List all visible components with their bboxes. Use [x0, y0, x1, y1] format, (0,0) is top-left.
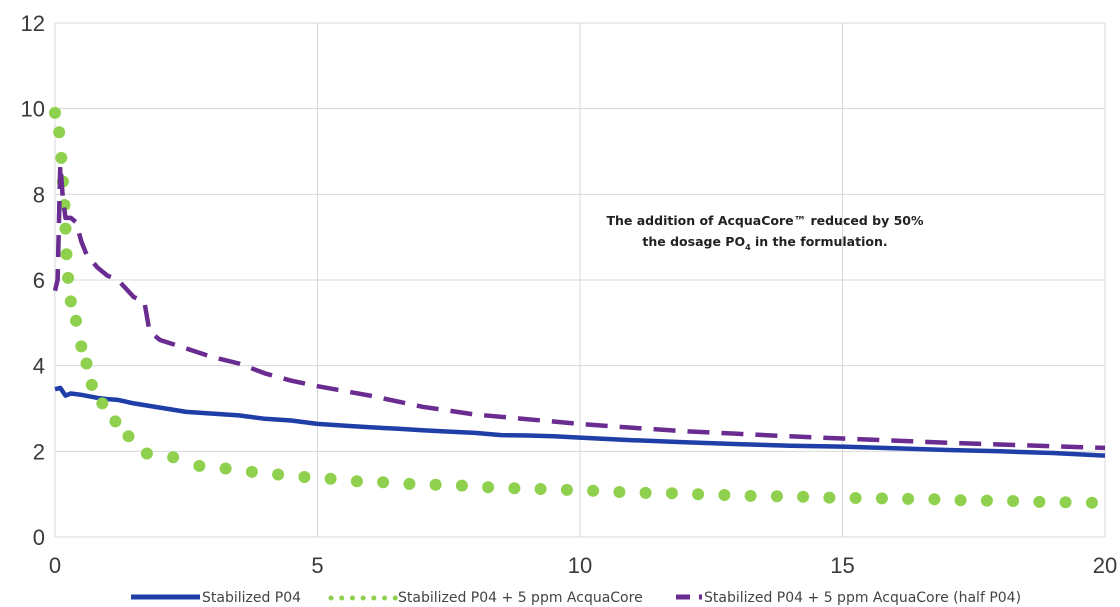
- annotation-line-2-end: in the formulation.: [751, 234, 888, 249]
- y-tick-label-12: 12: [21, 11, 45, 36]
- point-acquacore-17: [167, 451, 180, 464]
- point-acquacore-28: [455, 479, 468, 492]
- series-acquacore: [49, 106, 1098, 509]
- annotation-line-2-subscript: 4: [745, 243, 751, 252]
- point-acquacore-30: [508, 482, 521, 495]
- point-acquacore-49: [1007, 495, 1020, 507]
- point-acquacore-12: [85, 378, 98, 391]
- x-tick-label-0: 0: [49, 553, 61, 578]
- series-layer: [49, 106, 1106, 509]
- annotation: The addition of AcquaCore™ reduced by 50…: [606, 213, 923, 252]
- point-acquacore-50: [1033, 495, 1046, 508]
- point-acquacore-29: [482, 481, 495, 494]
- point-acquacore-51: [1059, 496, 1072, 509]
- point-acquacore-19: [219, 462, 232, 475]
- point-acquacore-42: [823, 491, 836, 504]
- point-acquacore-46: [928, 493, 941, 506]
- point-acquacore-25: [377, 476, 390, 489]
- y-tick-label-0: 0: [33, 525, 45, 550]
- x-axis-ticks: 0 5 10 15 20: [49, 553, 1117, 578]
- point-acquacore-48: [980, 494, 993, 507]
- legend-item-acquacore-half: Stabilized P04 + 5 ppm AcquaCore (half P…: [676, 590, 1021, 606]
- x-tick-label-10: 10: [568, 553, 592, 578]
- point-acquacore-52: [1085, 496, 1098, 509]
- x-tick-label-15: 15: [830, 553, 854, 578]
- point-acquacore-8: [64, 295, 77, 308]
- y-tick-label-4: 4: [33, 354, 45, 379]
- point-acquacore-33: [587, 484, 600, 497]
- legend: Stabilized P04 Stabilized P04 + 5 ppm Ac…: [131, 590, 1021, 606]
- legend-label-acquacore: Stabilized P04 + 5 ppm AcquaCore: [398, 590, 643, 606]
- legend-label-acquacore-half: Stabilized P04 + 5 ppm AcquaCore (half P…: [704, 590, 1021, 606]
- point-acquacore-26: [403, 477, 416, 490]
- annotation-line-1: The addition of AcquaCore™ reduced by 50…: [606, 213, 923, 228]
- point-acquacore-39: [744, 489, 757, 502]
- point-acquacore-41: [797, 490, 810, 503]
- point-acquacore-11: [80, 357, 93, 370]
- point-acquacore-16: [140, 447, 153, 460]
- annotation-line-2-start: the dosage PO: [642, 234, 745, 249]
- point-acquacore-1: [53, 126, 66, 139]
- point-acquacore-13: [96, 397, 109, 410]
- point-acquacore-40: [770, 490, 783, 503]
- point-acquacore-0: [49, 106, 61, 119]
- point-acquacore-2: [55, 151, 68, 164]
- point-acquacore-20: [245, 465, 258, 478]
- y-axis-ticks: 0 2 4 6 8 10 12: [21, 11, 45, 550]
- point-acquacore-32: [560, 483, 573, 496]
- point-acquacore-45: [902, 492, 915, 505]
- point-acquacore-9: [70, 314, 82, 327]
- x-tick-label-20: 20: [1093, 553, 1117, 578]
- point-acquacore-47: [954, 494, 967, 507]
- point-acquacore-24: [350, 475, 363, 488]
- point-acquacore-22: [298, 471, 311, 483]
- point-acquacore-27: [429, 478, 442, 491]
- y-tick-label-6: 6: [33, 268, 45, 293]
- y-tick-label-8: 8: [33, 182, 45, 207]
- y-tick-label-10: 10: [21, 97, 45, 122]
- point-acquacore-44: [875, 492, 888, 505]
- point-acquacore-21: [272, 468, 285, 481]
- gridlines: [54, 22, 1106, 538]
- point-acquacore-43: [849, 492, 862, 504]
- point-acquacore-37: [692, 488, 705, 501]
- point-acquacore-15: [122, 430, 135, 443]
- point-acquacore-6: [60, 248, 73, 261]
- point-acquacore-18: [193, 459, 206, 472]
- point-acquacore-10: [75, 340, 88, 353]
- y-tick-label-2: 2: [33, 439, 45, 464]
- point-acquacore-31: [534, 483, 547, 495]
- x-tick-label-5: 5: [311, 553, 323, 578]
- point-acquacore-5: [59, 222, 72, 235]
- point-acquacore-34: [613, 486, 626, 498]
- legend-label-stabilized-p04: Stabilized P04: [202, 590, 301, 606]
- point-acquacore-14: [109, 415, 122, 428]
- annotation-line-2: the dosage PO4 in the formulation.: [642, 234, 887, 252]
- legend-item-acquacore: Stabilized P04 + 5 ppm AcquaCore: [328, 590, 643, 606]
- point-acquacore-38: [718, 489, 731, 501]
- point-acquacore-35: [639, 486, 652, 499]
- point-acquacore-23: [324, 472, 337, 485]
- series-line-acquacore-half: [52, 162, 1106, 451]
- legend-item-stabilized-p04: Stabilized P04: [131, 590, 301, 606]
- point-acquacore-7: [62, 271, 75, 284]
- point-acquacore-36: [665, 487, 678, 500]
